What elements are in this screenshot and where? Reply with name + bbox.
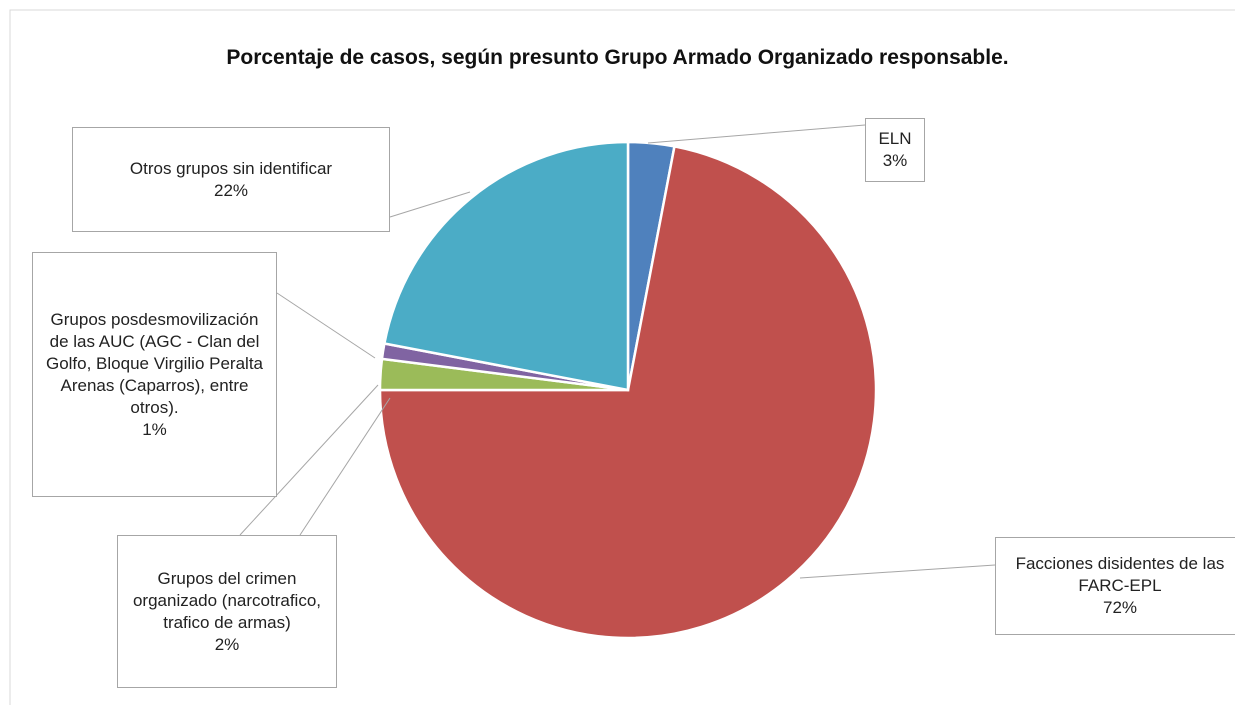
category-label: ELN xyxy=(878,129,912,148)
leader-line xyxy=(799,564,996,579)
data-label-box: Grupos posdesmovilización de las AUC (AG… xyxy=(32,252,277,497)
value-label: 1% xyxy=(142,419,167,439)
pie-slice xyxy=(378,144,878,640)
category-label: Grupos posdesmovilización de las AUC (AG… xyxy=(45,309,264,417)
category-label: Facciones disidentes de las FARC-EPL xyxy=(1015,554,1225,595)
value-label: 72% xyxy=(1102,598,1138,617)
data-label-box: Facciones disidentes de las FARC-EPL 72% xyxy=(995,537,1235,635)
value-label: 3% xyxy=(882,151,908,170)
chart-border xyxy=(9,9,1235,705)
leader-line xyxy=(389,191,471,218)
leader-lines xyxy=(239,124,996,579)
pie-slice xyxy=(382,140,630,392)
data-label-box: Grupos del crimen organizado (narcotrafi… xyxy=(117,535,337,688)
category-label: Otros grupos sin identificar xyxy=(129,158,333,178)
chart-title: Porcentaje de casos, según presunto Grup… xyxy=(226,46,1009,69)
category-label: Grupos del crimen organizado (narcotrafi… xyxy=(132,568,322,632)
leader-line xyxy=(299,397,391,536)
data-label-box: Otros grupos sin identificar 22% xyxy=(72,127,390,232)
value-label: 22% xyxy=(213,180,249,200)
leader-line xyxy=(647,124,866,144)
leader-line xyxy=(239,384,379,536)
value-label: 2% xyxy=(214,634,240,654)
leader-line xyxy=(276,292,376,359)
data-label-box: ELN 3% xyxy=(865,118,925,182)
